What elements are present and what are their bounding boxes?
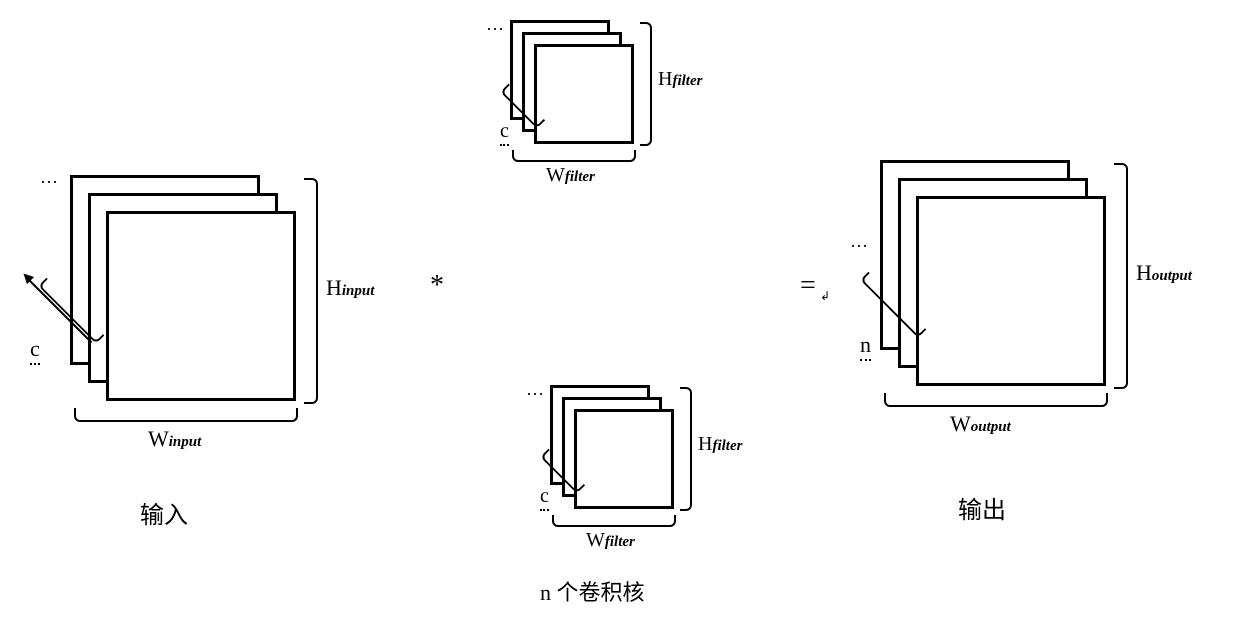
output-ellipsis: … (850, 231, 870, 252)
input-ellipsis: … (40, 167, 60, 188)
output-w-bracket (884, 393, 1108, 407)
filter-top-ellipsis: … (486, 14, 506, 35)
filter-top-depth-label: c (500, 120, 509, 146)
output-caption: 输出 (958, 490, 1006, 525)
eq-operator: = (800, 270, 816, 302)
filter-bottom-ellipsis: … (526, 379, 546, 400)
output-h-label: Houtput (1136, 260, 1192, 286)
output-w-label: Woutput (950, 411, 1011, 437)
filter-bottom-w-label: Wfilter (586, 529, 635, 552)
filters-caption: n 个卷积核 (540, 575, 645, 607)
output-depth-label: n (860, 332, 871, 361)
eq-arrow-icon: ↲ (820, 289, 830, 304)
input-depth-label: c (30, 336, 40, 365)
input-w-bracket (74, 408, 298, 422)
input-w-label: Winput (148, 426, 201, 452)
filter-bottom-h-bracket (680, 387, 692, 511)
diagram-canvas: … c Hinput Winput 输入 * … c Hfilter Wfilt… (0, 0, 1240, 621)
filter-bottom-w-bracket (552, 515, 676, 527)
filter-top-w-bracket (512, 150, 636, 162)
filter-top-w-label: Wfilter (546, 164, 595, 187)
input-caption: 输入 (140, 495, 188, 530)
filter-bottom-depth-label: c (540, 485, 549, 511)
filter-top-h-bracket (640, 22, 652, 146)
filter-top-h-label: Hfilter (658, 68, 702, 91)
output-h-bracket (1114, 163, 1128, 389)
input-h-bracket (304, 178, 318, 404)
input-h-label: Hinput (326, 275, 374, 301)
filter-bottom-h-label: Hfilter (698, 433, 742, 456)
conv-operator: * (430, 270, 444, 302)
